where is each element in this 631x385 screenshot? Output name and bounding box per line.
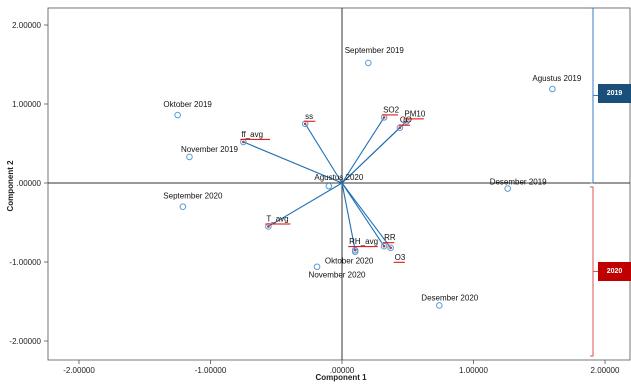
variable-label-ss: ss (305, 112, 313, 121)
point-label-agustus-2019: Agustus 2019 (532, 74, 581, 83)
variable-label-pm10: PM10 (404, 109, 425, 118)
plot-frame (47, 7, 631, 361)
variable-label-ff_avg: ff_avg (241, 130, 263, 139)
variable-label-rr: RR (384, 233, 396, 242)
vector-rr (341, 182, 385, 247)
x-tick-label: -2.00000 (63, 366, 95, 375)
variable-label-o3: O3 (395, 253, 406, 262)
point-september-2020 (179, 203, 187, 210)
vector-o3 (341, 182, 392, 249)
y-tick-label: .00000 (17, 179, 42, 188)
point-oktober-2019 (174, 111, 181, 119)
point-label-november-2020: November 2020 (309, 271, 366, 280)
vector-tip-o3 (387, 244, 394, 252)
y-tick-label: 1.00000 (12, 100, 41, 109)
x-tick-label: .00000 (330, 366, 355, 375)
vector-tip-dot-so2 (382, 116, 386, 119)
variable-label-rh_avg: RH_avg (349, 237, 378, 246)
point-september-2019 (365, 59, 372, 67)
point-label-september-2020: September 2020 (163, 192, 223, 201)
y-tick-label: 2.00000 (12, 21, 41, 30)
variable-label-t_avg: T_avg (266, 214, 288, 223)
variable-label-co: CO (400, 116, 412, 125)
point-agustus-2019 (549, 85, 556, 93)
point-label-desember-2020: Desember 2020 (421, 293, 478, 302)
y-tick-label: -2.00000 (9, 337, 41, 346)
point-label-agustus-2020: Agustus 2020 (314, 173, 363, 182)
vector-tip-dot-ff_avg (242, 140, 245, 144)
x-tick-label: 1.00000 (459, 366, 488, 375)
vector-so2 (341, 117, 385, 184)
point-label-september-2019: September 2019 (345, 46, 405, 55)
x-axis-title: Component 1 (315, 373, 367, 382)
vector-tip-dot-rr (382, 244, 386, 248)
point-label-desember-2019: Desember 2019 (490, 178, 547, 187)
point-desember-2019 (504, 185, 511, 192)
y-axis-title: Component 2 (6, 160, 15, 212)
vector-ff_avg (243, 141, 343, 184)
point-label-oktober-2019: Oktober 2019 (163, 100, 212, 109)
vector-tip-dot-pm10 (405, 120, 408, 123)
vector-ss (304, 123, 343, 184)
vector-tip-dot-rh_avg (353, 248, 357, 252)
point-label-oktober-2020: Oktober 2020 (325, 257, 374, 266)
group-badge-2020: 2020 (598, 262, 631, 281)
vector-tip-dot-ss (303, 122, 307, 126)
vector-tip-dot-t_avg (267, 225, 270, 228)
point-agustus-2020 (325, 182, 333, 190)
vector-co (341, 127, 401, 184)
variable-label-so2: SO2 (383, 105, 400, 114)
x-tick-label: 2.00000 (591, 366, 620, 375)
point-november-2020 (313, 263, 321, 271)
point-desember-2020 (436, 302, 443, 309)
point-oktober-2020 (351, 248, 359, 256)
vector-tip-dot-co (398, 126, 402, 129)
group-badge-2019: 2019 (598, 84, 631, 103)
x-tick-label: -1.00000 (195, 366, 227, 375)
point-label-november-2019: November 2019 (181, 145, 238, 154)
point-november-2019 (186, 153, 193, 161)
y-tick-label: -1.00000 (9, 258, 41, 267)
vector-tip-rr (380, 242, 388, 250)
vector-rh_avg (341, 182, 356, 251)
vector-t_avg (268, 182, 343, 227)
vector-tip-dot-o3 (389, 246, 392, 250)
